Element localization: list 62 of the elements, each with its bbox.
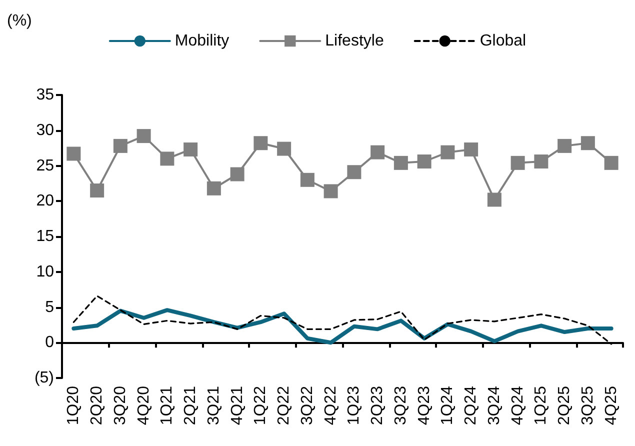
y-tick-label: 15 bbox=[36, 228, 54, 245]
y-axis-title: (%) bbox=[7, 12, 32, 30]
point bbox=[206, 181, 221, 196]
y-tick-label: 35 bbox=[36, 86, 54, 104]
point bbox=[160, 152, 174, 166]
point bbox=[66, 146, 81, 161]
point bbox=[464, 142, 478, 156]
point bbox=[184, 142, 198, 156]
x-tick-label: 2Q24 bbox=[462, 386, 480, 426]
x-tick-label: 4Q25 bbox=[602, 386, 620, 426]
line-series bbox=[72, 308, 614, 345]
point bbox=[440, 145, 455, 160]
point bbox=[487, 192, 502, 207]
x-tick-label: 1Q20 bbox=[65, 386, 82, 426]
point bbox=[277, 142, 292, 156]
point bbox=[534, 154, 548, 169]
x-tick-label: 4Q21 bbox=[228, 386, 246, 426]
point bbox=[510, 156, 525, 170]
x-tick-label: 2Q23 bbox=[369, 386, 386, 426]
legend-label: Global bbox=[480, 32, 526, 50]
y-tick-label: 30 bbox=[36, 122, 54, 139]
x-tick-label: 4Q20 bbox=[135, 386, 152, 426]
x-tick-label: 2Q22 bbox=[276, 386, 293, 426]
point bbox=[417, 154, 432, 169]
point bbox=[370, 145, 385, 160]
x-tick-label: 4Q23 bbox=[416, 386, 433, 426]
x-tick-label: 3Q23 bbox=[392, 386, 410, 426]
x-tick-label: 3Q20 bbox=[112, 386, 129, 426]
point bbox=[558, 138, 572, 153]
point bbox=[230, 167, 244, 182]
y-tick-label: 25 bbox=[36, 157, 54, 174]
point bbox=[580, 136, 595, 150]
x-tick-label: 2Q21 bbox=[182, 386, 200, 426]
point bbox=[90, 184, 104, 198]
point bbox=[324, 184, 338, 198]
y-tick-label: 5 bbox=[45, 298, 54, 316]
x-tick-label: 3Q21 bbox=[205, 386, 222, 426]
point bbox=[136, 129, 151, 144]
point bbox=[347, 165, 362, 180]
x-tick-label: 1Q24 bbox=[439, 386, 456, 426]
x-tick-label: 1Q22 bbox=[252, 386, 270, 426]
point bbox=[394, 156, 408, 170]
point bbox=[113, 138, 128, 153]
x-tick-label: 1Q21 bbox=[158, 386, 176, 426]
x-tick-label: 3Q22 bbox=[298, 386, 316, 426]
point bbox=[604, 156, 618, 170]
x-tick-label: 2Q20 bbox=[88, 386, 106, 426]
point bbox=[254, 136, 268, 150]
point bbox=[300, 172, 314, 187]
x-tick-label: 1Q23 bbox=[346, 386, 363, 426]
y-tick-label: 20 bbox=[36, 192, 54, 210]
y-tick-label: 10 bbox=[36, 263, 54, 280]
y-tick-label: (5) bbox=[34, 370, 54, 386]
legend-label: Mobility bbox=[174, 32, 230, 50]
legend-label: Lifestyle bbox=[325, 32, 384, 50]
x-tick-label: 1Q25 bbox=[532, 386, 550, 426]
x-tick-label: 3Q24 bbox=[486, 386, 503, 426]
y-tick-label: 0 bbox=[45, 334, 54, 352]
x-tick-label: 4Q22 bbox=[322, 386, 340, 426]
x-tick-label: 3Q25 bbox=[579, 386, 596, 426]
x-tick-label: 2Q25 bbox=[556, 386, 574, 426]
x-tick-label: 4Q24 bbox=[509, 386, 526, 426]
